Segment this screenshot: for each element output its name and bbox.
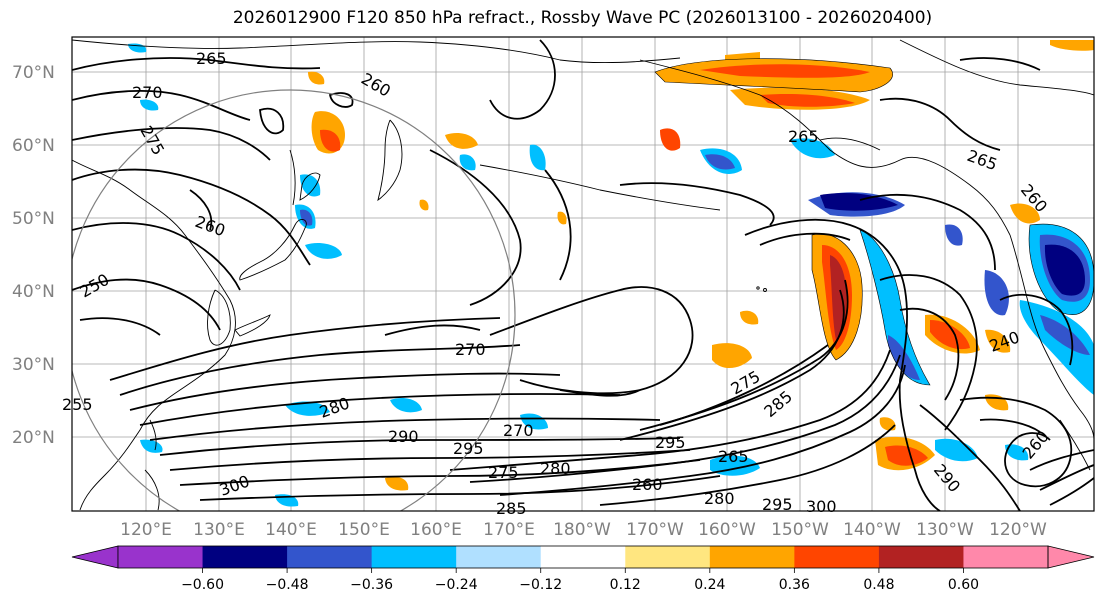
colorbar-tick-label: 0.24: [694, 577, 725, 593]
contour-label: 265: [788, 127, 819, 146]
lon-label-120w: 120°W: [989, 520, 1047, 540]
contour-label: 265: [196, 49, 227, 68]
colorbar-segment: [371, 546, 457, 568]
lon-label-120e: 120°E: [120, 520, 172, 540]
colorbar-tick-label: −0.36: [350, 577, 393, 593]
lat-label-70n: 70°N: [12, 63, 55, 83]
lon-label-170w: 170°W: [626, 520, 684, 540]
contour-label: 280: [540, 459, 571, 478]
colorbar-segment: [118, 546, 204, 568]
colorbar-tick-label: −0.60: [181, 577, 224, 593]
lon-label-130e: 130°E: [193, 520, 245, 540]
colorbar: −0.60 −0.48 −0.36 −0.24 −0.12 0.12 0.24 …: [71, 545, 1095, 593]
colorbar-segment: [963, 546, 1049, 568]
colorbar-segment: [625, 546, 711, 568]
lat-label-50n: 50°N: [12, 209, 55, 229]
lat-label-30n: 30°N: [12, 355, 55, 375]
colorbar-segment: [794, 546, 880, 568]
lon-label-180w: 180°W: [553, 520, 611, 540]
lon-label-140e: 140°E: [265, 520, 317, 540]
contour-label: 290: [388, 427, 419, 446]
colorbar-segment: [202, 546, 288, 568]
colorbar-segment: [540, 546, 626, 568]
contour-label: 300: [806, 497, 837, 516]
anomaly-contours: [654, 58, 1094, 386]
colorbar-segment: [878, 546, 964, 568]
contour-label: 270: [132, 83, 163, 102]
lon-label-130w: 130°W: [916, 520, 974, 540]
graticule: [72, 37, 1094, 511]
lat-label-20n: 20°N: [12, 428, 55, 448]
contour-label: 285: [496, 499, 527, 518]
lon-label-160e: 160°E: [410, 520, 462, 540]
latitude-labels: 20°N 30°N 40°N 50°N 60°N 70°N: [12, 63, 55, 448]
contour-label: 275: [488, 463, 519, 482]
lon-label-160w: 160°W: [698, 520, 756, 540]
contour-label: 280: [704, 489, 735, 508]
colorbar-tick-label: −0.12: [519, 577, 562, 593]
lon-label-150e: 150°E: [338, 520, 390, 540]
anomaly-shading: [128, 40, 1094, 507]
contour-label: 265: [718, 447, 749, 466]
longitude-labels: 120°E 130°E 140°E 150°E 160°E 170°E 180°…: [120, 520, 1047, 540]
colorbar-tick-label: −0.48: [266, 577, 309, 593]
colorbar-segment: [456, 546, 542, 568]
map-border: [71, 36, 1095, 512]
contour-label: 255: [62, 395, 93, 414]
lon-label-140w: 140°W: [843, 520, 901, 540]
colorbar-segment: [287, 546, 373, 568]
great-circle: [72, 89, 516, 511]
colorbar-extend-high: [1047, 545, 1095, 569]
lat-label-40n: 40°N: [12, 282, 55, 302]
contour-label: 295: [762, 495, 793, 514]
contour-label: 295: [453, 439, 484, 458]
contour-label: 295: [655, 433, 686, 452]
lon-label-170e: 170°E: [483, 520, 535, 540]
map-title: 2026012900 F120 850 hPa refract., Rossby…: [232, 8, 933, 28]
colorbar-segment: [709, 546, 795, 568]
coastlines: [72, 39, 1094, 511]
colorbar-tick-label: 0.36: [779, 577, 810, 593]
refractivity-contours: [72, 39, 1094, 511]
colorbar-tick-label: −0.24: [435, 577, 478, 593]
colorbar-tick-label: 0.12: [610, 577, 641, 593]
contour-label: 260: [632, 475, 663, 494]
contour-label: 270: [503, 421, 534, 440]
lat-label-60n: 60°N: [12, 136, 55, 156]
colorbar-extend-low: [71, 545, 119, 569]
lon-label-150w: 150°W: [771, 520, 829, 540]
colorbar-tick-label: 0.48: [863, 577, 894, 593]
contour-label: 270: [455, 340, 486, 359]
colorbar-tick-label: 0.60: [948, 577, 979, 593]
colorbar-frame: [117, 545, 1049, 569]
